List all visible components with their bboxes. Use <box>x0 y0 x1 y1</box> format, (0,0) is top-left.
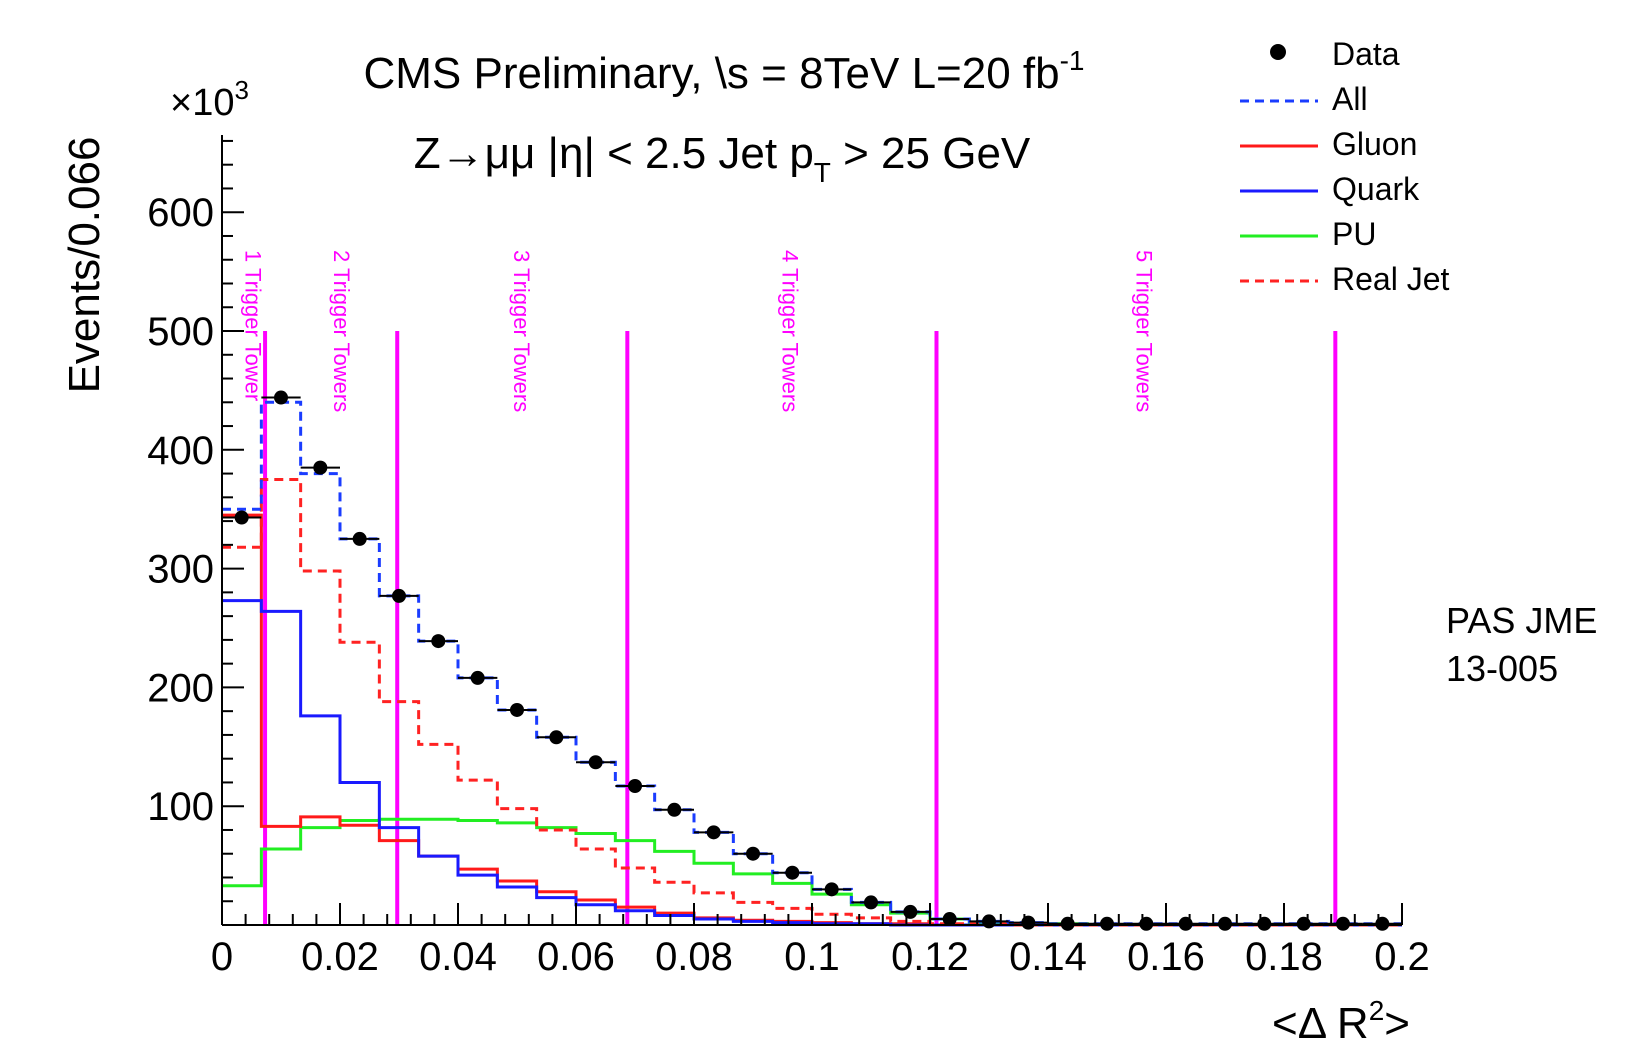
x-tick-label: 0 <box>211 935 233 979</box>
data-point <box>1100 916 1114 931</box>
chart-title-main: CMS Preliminary, \s = 8TeV L=20 fb <box>363 49 1059 98</box>
x-tick-label: 0.06 <box>537 935 615 979</box>
legend-label-gluon: Gluon <box>1332 126 1417 162</box>
data-point <box>1218 916 1232 931</box>
x-axis-label-superscript: 2 <box>1369 995 1385 1026</box>
y-multiplier-base: ×10 <box>170 82 234 124</box>
data-point <box>313 460 328 475</box>
axes: 0 0.02 0.04 0.06 0.08 0.1 0.12 0.14 0.16 0.18 0.2 1… <box>147 135 1430 979</box>
chart-subtitle-subscript: T <box>814 157 831 188</box>
legend-label-data: Data <box>1332 36 1400 72</box>
data-point <box>785 865 800 880</box>
trigger-label-4: 4 Trigger Towers <box>778 250 803 412</box>
x-axis-label: <Δ R2> <box>1272 995 1410 1048</box>
y-multiplier: ×103 <box>170 75 249 124</box>
data-point <box>352 531 367 546</box>
x-tick-label: 0.14 <box>1009 935 1087 979</box>
trigger-label-2: 2 Trigger Towers <box>329 250 354 412</box>
y-tick-label: 500 <box>147 310 214 354</box>
x-tick-label: 0.2 <box>1374 935 1430 979</box>
trigger-lines <box>263 331 1338 925</box>
trigger-label-3: 3 Trigger Towers <box>509 250 534 412</box>
side-note-line-2: 13-005 <box>1446 648 1559 689</box>
trigger-label-5: 5 Trigger Towers <box>1132 250 1157 412</box>
data-point <box>706 825 721 840</box>
data-point <box>864 895 878 910</box>
data-point <box>667 802 682 817</box>
chart-subtitle-rest: > 25 GeV <box>831 129 1031 178</box>
legend-label-all: All <box>1332 81 1368 117</box>
x-axis-label-close: > <box>1384 999 1410 1048</box>
x-tick-label: 0.08 <box>655 935 733 979</box>
data-points <box>222 390 1402 931</box>
chart-title: CMS Preliminary, \s = 8TeV L=20 fb-1 <box>363 45 1084 98</box>
data-point <box>746 846 760 861</box>
legend-label-quark: Quark <box>1332 171 1420 207</box>
y-multiplier-exponent: 3 <box>234 75 248 105</box>
data-point <box>1336 916 1350 931</box>
chart-subtitle-main: Z→μμ |η| < 2.5 Jet p <box>414 129 814 178</box>
chart-title-superscript: -1 <box>1060 45 1085 76</box>
data-point <box>431 634 446 649</box>
legend-label-pu: PU <box>1332 216 1376 252</box>
x-tick-label: 0.16 <box>1127 935 1205 979</box>
x-tick-label: 0.1 <box>784 935 840 979</box>
data-point <box>588 755 603 770</box>
x-tick-label: 0.12 <box>891 935 969 979</box>
y-tick-label: 200 <box>147 666 214 710</box>
data-point <box>274 390 288 405</box>
legend-label-real-jet: Real Jet <box>1332 261 1450 297</box>
data-point <box>510 702 524 717</box>
x-axis-label-main: <Δ R <box>1272 999 1369 1048</box>
x-tick-label: 0.04 <box>419 935 497 979</box>
y-axis-label: Events/0.066 <box>60 137 109 394</box>
chart-subtitle: Z→μμ |η| < 2.5 Jet pT > 25 GeV <box>414 129 1031 188</box>
x-tick-label: 0.02 <box>301 935 379 979</box>
data-point <box>824 882 839 897</box>
data-point <box>234 510 249 525</box>
side-note: PAS JME 13-005 <box>1446 600 1597 690</box>
data-point <box>628 779 642 794</box>
y-tick-label: 600 <box>147 191 214 235</box>
x-tick-label: 0.18 <box>1245 935 1323 979</box>
data-point <box>982 914 996 929</box>
side-note-line-1: PAS JME <box>1446 600 1598 641</box>
data-point <box>470 670 485 685</box>
y-tick-label: 400 <box>147 429 214 473</box>
trigger-labels: 1 Trigger Tower 2 Trigger Towers 3 Trigger… <box>241 250 1157 412</box>
legend: Data All Gluon Quark PU Real Jet <box>1240 36 1450 297</box>
trigger-label-1: 1 Trigger Tower <box>241 250 266 401</box>
data-point <box>549 730 564 745</box>
data-point <box>392 588 406 603</box>
y-tick-label: 300 <box>147 548 214 592</box>
y-tick-label: 100 <box>147 785 214 829</box>
legend-marker-data <box>1270 44 1286 60</box>
